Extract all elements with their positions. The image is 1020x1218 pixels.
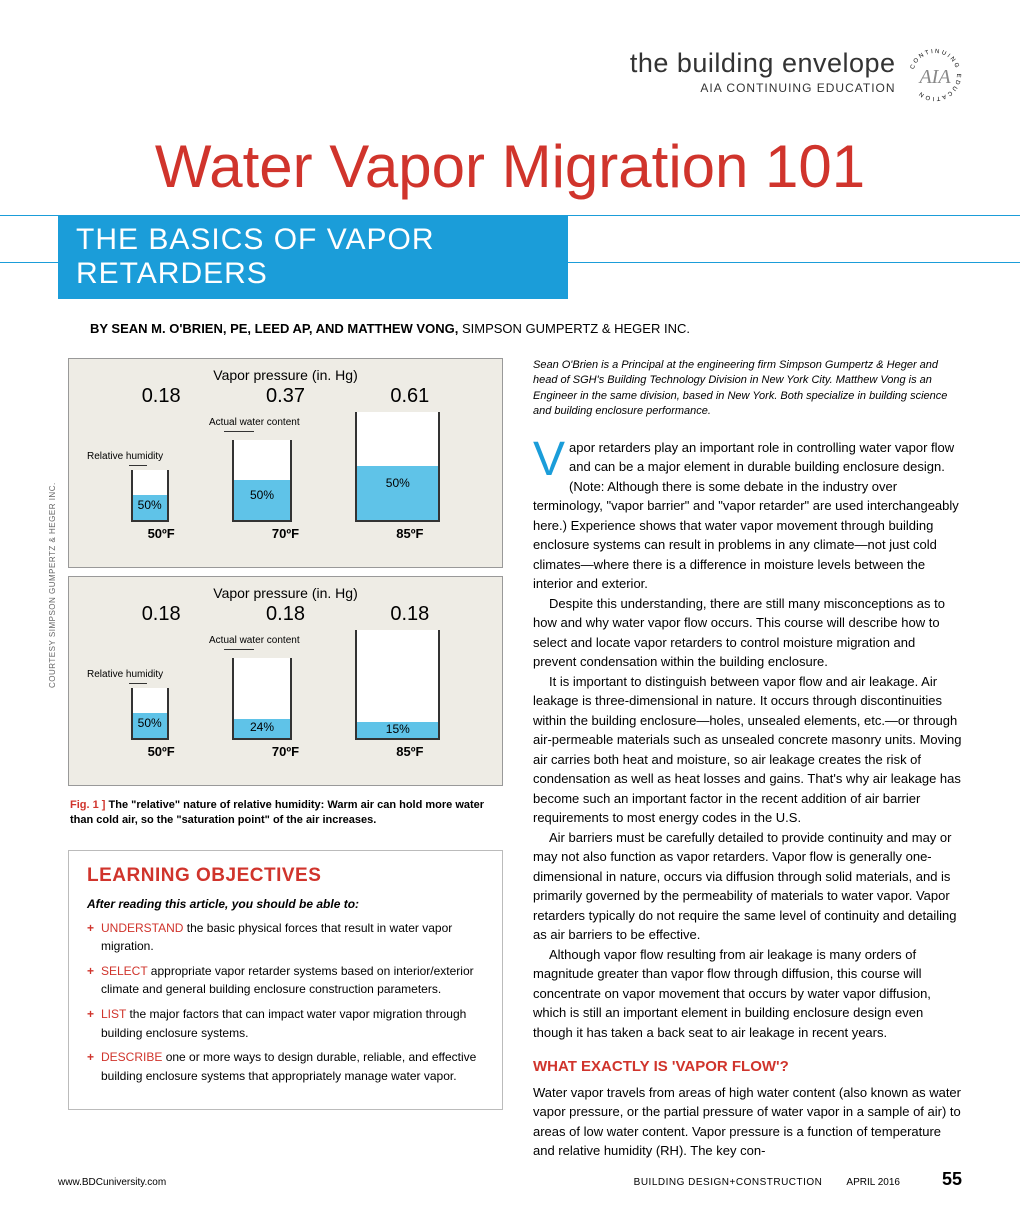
objective-text: appropriate vapor retarder systems based… — [101, 964, 474, 997]
temp-value: 70ºF — [272, 526, 299, 541]
objective-verb: DESCRIBE — [101, 1050, 162, 1064]
objective-item: UNDERSTAND the basic physical forces tha… — [87, 919, 484, 956]
objective-verb: LIST — [101, 1007, 126, 1021]
objectives-list: UNDERSTAND the basic physical forces tha… — [87, 919, 484, 1086]
objective-verb: SELECT — [101, 964, 147, 978]
beaker: 24% — [232, 658, 292, 740]
body-paragraph: Despite this understanding, there are st… — [533, 594, 962, 672]
temp-value: 50ºF — [148, 526, 175, 541]
temp-value: 50ºF — [148, 744, 175, 759]
aia-badge-icon: CONTINUING EDUCATION AIA — [908, 48, 962, 102]
footer-date: APRIL 2016 — [846, 1177, 900, 1188]
beaker: 50% — [355, 412, 440, 522]
vp-value: 0.61 — [390, 385, 429, 408]
figure-panel-bottom: Vapor pressure (in. Hg) 0.18 0.18 0.18 A… — [68, 576, 503, 786]
figure-panel-top: Vapor pressure (in. Hg) 0.18 0.37 0.61 A… — [68, 358, 503, 568]
footer-magazine: BUILDING DESIGN+CONSTRUCTION — [634, 1177, 823, 1188]
footer-url: www.BDCuniversity.com — [58, 1177, 166, 1188]
article-subtitle: THE BASICS OF VAPOR RETARDERS — [58, 215, 568, 299]
figure-credit: COURTESY SIMPSON GUMPERTZ & HEGER INC. — [48, 482, 57, 688]
beaker: 50% — [232, 440, 292, 522]
beaker: 15% — [355, 630, 440, 740]
beaker-percent-label: 24% — [250, 720, 274, 734]
objectives-intro: After reading this article, you should b… — [87, 897, 484, 911]
subtitle-bar: THE BASICS OF VAPOR RETARDERS — [0, 215, 1020, 299]
beaker-percent-label: 50% — [250, 488, 274, 502]
vapor-pressure-row: 0.18 0.37 0.61 — [79, 385, 492, 408]
beaker: 50% — [131, 688, 169, 740]
vapor-pressure-row: 0.18 0.18 0.18 — [79, 603, 492, 626]
section-heading: WHAT EXACTLY IS 'VAPOR FLOW'? — [533, 1056, 962, 1079]
temperature-row: 50ºF 70ºF 85ºF — [79, 526, 492, 541]
beaker-percent-label: 50% — [386, 476, 410, 490]
author-bio: Sean O'Brien is a Principal at the engin… — [533, 358, 962, 420]
beaker-row: 50% 24% 15% — [79, 630, 492, 740]
vp-value: 0.18 — [390, 603, 429, 626]
svg-text:AIA: AIA — [917, 66, 951, 88]
vp-value: 0.37 — [266, 385, 305, 408]
objective-item: SELECT appropriate vapor retarder system… — [87, 962, 484, 999]
body-paragraph: Water vapor travels from areas of high w… — [533, 1083, 962, 1161]
byline-authors: BY SEAN M. O'BRIEN, PE, LEED AP, AND MAT… — [90, 321, 458, 336]
body-paragraph: Vapor retarders play an important role i… — [533, 438, 962, 594]
learning-objectives-box: LEARNING OBJECTIVES After reading this a… — [68, 850, 503, 1111]
objective-item: DESCRIBE one or more ways to design dura… — [87, 1048, 484, 1085]
article-title: Water Vapor Migration 101 — [58, 132, 962, 201]
vp-value: 0.18 — [266, 603, 305, 626]
temp-value: 70ºF — [272, 744, 299, 759]
body-column: Sean O'Brien is a Principal at the engin… — [533, 358, 962, 1161]
caption-text: The "relative" nature of relative humidi… — [70, 799, 484, 826]
panel-title: Vapor pressure (in. Hg) — [79, 367, 492, 383]
temperature-row: 50ºF 70ºF 85ºF — [79, 744, 492, 759]
vp-value: 0.18 — [142, 385, 181, 408]
beaker-percent-label: 15% — [386, 722, 410, 736]
section-subtitle: AIA CONTINUING EDUCATION — [630, 81, 896, 95]
body-paragraph: Although vapor flow resulting from air l… — [533, 945, 962, 1043]
byline: BY SEAN M. O'BRIEN, PE, LEED AP, AND MAT… — [90, 321, 962, 336]
temp-value: 85ºF — [396, 744, 423, 759]
temp-value: 85ºF — [396, 526, 423, 541]
beaker-percent-label: 50% — [138, 716, 162, 730]
footer-page-number: 55 — [942, 1169, 962, 1190]
beaker-percent-label: 50% — [138, 498, 162, 512]
page-footer: www.BDCuniversity.com BUILDING DESIGN+CO… — [58, 1169, 962, 1190]
caption-label: Fig. 1 ] — [70, 799, 105, 811]
beaker: 50% — [131, 470, 169, 522]
panel-title: Vapor pressure (in. Hg) — [79, 585, 492, 601]
objective-verb: UNDERSTAND — [101, 921, 183, 935]
body-paragraph: Air barriers must be carefully detailed … — [533, 828, 962, 945]
vp-value: 0.18 — [142, 603, 181, 626]
figure-caption: Fig. 1 ] The "relative" nature of relati… — [68, 794, 503, 844]
objective-text: the major factors that can impact water … — [101, 1007, 466, 1040]
dropcap: V — [533, 438, 569, 480]
objective-item: LIST the major factors that can impact w… — [87, 1005, 484, 1042]
page-header: the building envelope AIA CONTINUING EDU… — [58, 48, 962, 102]
byline-affiliation: SIMPSON GUMPERTZ & HEGER INC. — [458, 321, 690, 336]
beaker-row: 50% 50% 50% — [79, 412, 492, 522]
body-paragraph: It is important to distinguish between v… — [533, 672, 962, 828]
beaker-fill — [357, 466, 438, 520]
section-name: the building envelope — [630, 48, 896, 79]
objectives-title: LEARNING OBJECTIVES — [87, 865, 484, 887]
